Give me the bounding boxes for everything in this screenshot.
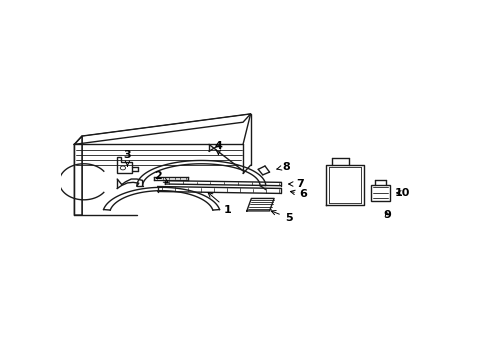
Text: 6: 6 (290, 189, 307, 199)
Text: 1: 1 (208, 193, 231, 215)
Text: 10: 10 (394, 188, 409, 198)
Text: 4: 4 (214, 141, 222, 154)
Text: 7: 7 (288, 179, 303, 189)
Text: 9: 9 (382, 210, 390, 220)
Text: 3: 3 (123, 150, 131, 166)
Text: 5: 5 (271, 211, 292, 223)
Text: 8: 8 (276, 162, 290, 172)
Text: 2: 2 (154, 171, 168, 183)
